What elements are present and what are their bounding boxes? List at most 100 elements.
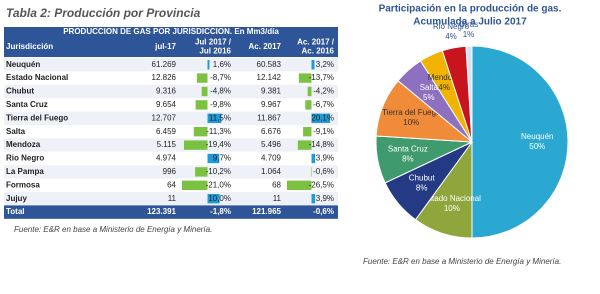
cell: 5.496	[261, 140, 282, 149]
slice-label: 10%	[444, 204, 460, 213]
cell: 9.381	[261, 87, 282, 96]
cell: 11,5%	[209, 113, 231, 122]
cell: 11.867	[257, 113, 281, 122]
slice-name: Chubut	[409, 174, 436, 183]
cell: -0,6%	[313, 167, 334, 176]
pie-slice	[465, 45, 473, 143]
data-bar	[195, 100, 208, 110]
cell: 60.583	[257, 60, 282, 69]
column-header: Ac. 2016	[302, 47, 335, 56]
total-bg	[4, 205, 338, 219]
column-header: Jul 2016	[199, 47, 231, 56]
column-header: jul-17	[154, 42, 176, 51]
cell: 20,1%	[311, 113, 334, 122]
data-bar	[207, 153, 220, 164]
cell: 3,2%	[316, 60, 334, 69]
total-cell: Total	[6, 207, 25, 216]
cell: 12.142	[257, 73, 282, 82]
cell: 6.459	[156, 127, 177, 136]
cell: -9,1%	[313, 127, 334, 136]
data-bar	[196, 73, 208, 83]
cell: 9,7%	[213, 154, 231, 163]
cell: Jujuy	[6, 194, 27, 203]
cell: -9,8%	[210, 100, 231, 109]
slice-label: 10%	[403, 118, 419, 127]
data-bar	[298, 73, 312, 83]
pie-title: Participación en la producción de gas.	[379, 4, 562, 15]
row-bg	[4, 111, 338, 125]
header-bg	[4, 37, 338, 57]
slice-name: Tierra del Fuego	[382, 108, 441, 117]
total-cell: 121.965	[252, 207, 281, 216]
cell: 9.654	[156, 100, 177, 109]
data-bar	[207, 113, 222, 123]
cell: -6,7%	[313, 100, 334, 109]
cell: 5.115	[157, 140, 177, 149]
slice-name: Rio Negro	[433, 22, 470, 31]
row-bg	[4, 125, 338, 139]
pie-slice	[471, 45, 569, 239]
data-bar	[311, 194, 316, 204]
cell: -13,7%	[309, 73, 334, 82]
cell: Salta	[6, 127, 26, 136]
data-bar	[310, 167, 312, 177]
total-cell: 123.391	[147, 207, 176, 216]
column-header: Ac. 2017 /	[297, 38, 335, 47]
cell: 3,9%	[316, 154, 334, 163]
slice-label: 8%	[402, 154, 414, 163]
cell: La Pampa	[6, 167, 44, 176]
cell: Mendoza	[6, 140, 41, 149]
row-bg	[4, 138, 338, 152]
data-bar	[287, 180, 312, 190]
column-header: Ac. 2017	[249, 42, 282, 51]
cell: -4,2%	[313, 87, 334, 96]
data-bar	[303, 127, 312, 137]
cell: 4.974	[156, 154, 177, 163]
cell: 68	[272, 180, 281, 189]
table-title: Tabla 2: Producción por Provincia	[6, 6, 201, 20]
total-cell: -1,8%	[210, 207, 231, 216]
cell: Chubut	[6, 87, 34, 96]
row-bg	[4, 98, 338, 112]
cell: Estado Nacional	[6, 73, 68, 82]
total-cell: -0,6%	[313, 207, 334, 216]
cell: -8,7%	[210, 73, 231, 82]
cell: Tierra del Fuego	[6, 113, 68, 122]
cell: -21,0%	[206, 180, 231, 189]
row-bg	[4, 84, 338, 99]
pie-source: Fuente: E&R en base a Ministerio de Ener…	[363, 257, 561, 266]
slice-name: Santa Cruz	[388, 144, 428, 153]
slice-label: 1%	[463, 30, 475, 39]
cell: Neuquén	[6, 60, 40, 69]
cell: 11	[168, 194, 177, 203]
slice-label: 4%	[438, 83, 450, 92]
cell: 1.064	[261, 167, 282, 176]
data-bar	[195, 167, 208, 177]
cell: -4,8%	[210, 87, 231, 96]
slice-label: 4%	[445, 32, 457, 41]
row-bg	[4, 178, 338, 192]
column-header: Jurisdicción	[6, 42, 53, 51]
data-bar	[305, 100, 312, 110]
data-bar	[207, 194, 220, 204]
cell: 9.316	[156, 87, 177, 96]
row-bg	[4, 192, 338, 206]
data-bar	[311, 60, 315, 70]
row-bg	[4, 151, 338, 166]
slice-name: Mendoza	[428, 73, 461, 82]
row-bg	[4, 165, 338, 179]
cell: 61.269	[152, 60, 177, 69]
row-bg	[4, 58, 338, 72]
cell: 64	[167, 180, 176, 189]
slice-label: 5%	[423, 93, 435, 102]
caption-bg	[4, 27, 338, 37]
data-bar	[311, 153, 316, 164]
data-bar	[311, 113, 331, 123]
cell: -14,8%	[309, 140, 334, 149]
cell: Santa Cruz	[6, 100, 48, 109]
cell: Formosa	[6, 180, 40, 189]
cell: 12.707	[152, 113, 177, 122]
slice-name: Estado Nacional	[423, 194, 481, 203]
slice-label: 8%	[416, 184, 428, 193]
